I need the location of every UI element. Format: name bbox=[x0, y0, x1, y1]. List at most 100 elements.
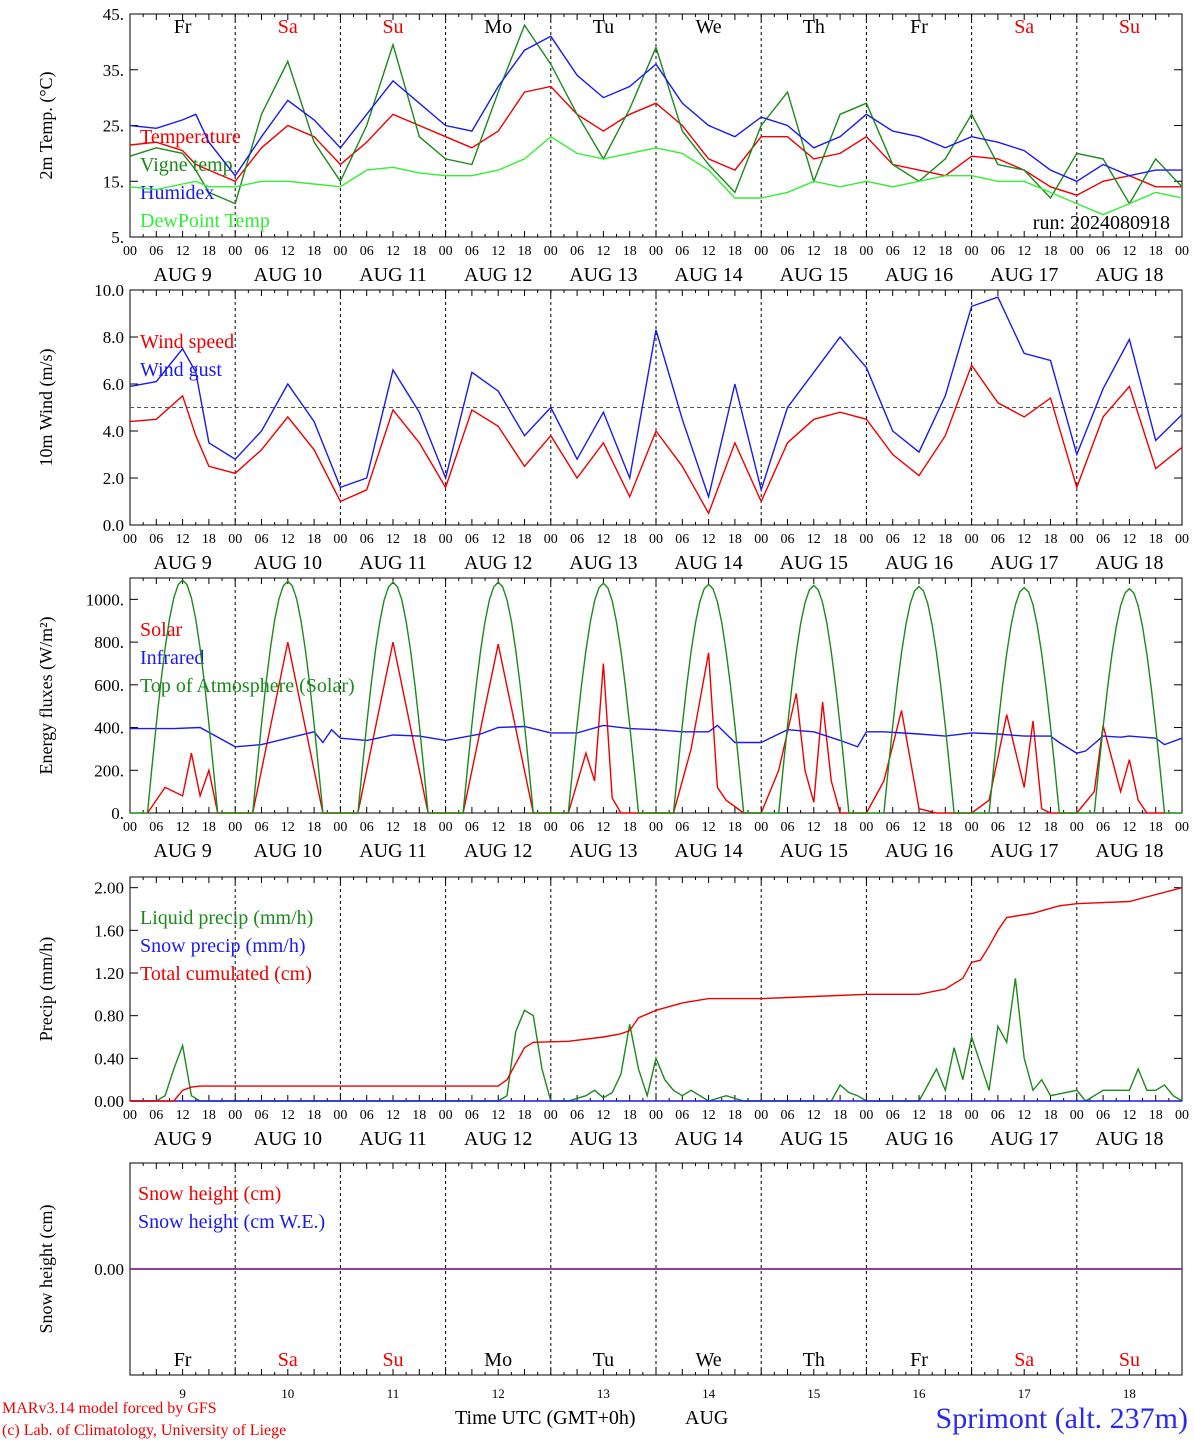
y-tick-label: 800. bbox=[94, 633, 124, 652]
series-line-temperature bbox=[129, 85, 1182, 196]
date-label: AUG 16 bbox=[885, 1128, 953, 1150]
hour-tick-label: 18 bbox=[728, 1108, 742, 1123]
hour-tick-label: 06 bbox=[991, 820, 1005, 835]
hour-tick-label: 06 bbox=[1096, 820, 1110, 835]
weekday-label: Sa bbox=[1014, 1349, 1034, 1371]
weekday-label: Su bbox=[382, 16, 403, 38]
hour-tick-label: 00 bbox=[333, 820, 347, 835]
y-tick-label: 45. bbox=[103, 5, 124, 24]
hour-tick-label: 12 bbox=[386, 1108, 400, 1123]
hour-tick-label: 00 bbox=[1070, 532, 1084, 547]
y-tick-label: 0.40 bbox=[94, 1049, 124, 1068]
hour-tick-label: 00 bbox=[1070, 244, 1084, 259]
lab-credit: (c) Lab. of Climatology, University of L… bbox=[2, 1422, 286, 1439]
date-label: AUG 11 bbox=[359, 840, 427, 862]
x-axis-month: AUG bbox=[685, 1407, 728, 1429]
hour-tick-label: 12 bbox=[912, 244, 926, 259]
hour-tick-label: 00 bbox=[123, 532, 137, 547]
hour-tick-label: 18 bbox=[202, 820, 216, 835]
y-tick-label: 400. bbox=[94, 719, 124, 738]
hour-tick-label: 06 bbox=[781, 244, 795, 259]
hour-tick-label: 12 bbox=[1017, 244, 1031, 259]
hour-tick-label: 06 bbox=[570, 244, 584, 259]
date-label: AUG 15 bbox=[780, 1128, 848, 1150]
hour-tick-label: 12 bbox=[702, 1108, 716, 1123]
hour-tick-label: 12 bbox=[702, 532, 716, 547]
hour-tick-label: 18 bbox=[518, 244, 532, 259]
hour-tick-label: 18 bbox=[412, 820, 426, 835]
hour-tick-label: 06 bbox=[360, 244, 374, 259]
hour-tick-label: 06 bbox=[149, 532, 163, 547]
hour-tick-label: 00 bbox=[1175, 532, 1189, 547]
day-number-label: 14 bbox=[702, 1386, 716, 1401]
hour-tick-label: 12 bbox=[1122, 532, 1136, 547]
y-tick-label: 15. bbox=[103, 172, 124, 191]
hour-tick-label: 18 bbox=[623, 244, 637, 259]
date-label: AUG 16 bbox=[885, 840, 953, 862]
y-tick-label: 6.0 bbox=[103, 375, 124, 394]
run-annotation: run: 2024080918 bbox=[1033, 212, 1170, 234]
legend-entry: Humidex bbox=[140, 182, 214, 204]
hour-tick-label: 06 bbox=[149, 244, 163, 259]
hour-tick-label: 00 bbox=[123, 244, 137, 259]
hour-tick-label: 12 bbox=[1122, 244, 1136, 259]
hour-tick-label: 06 bbox=[886, 244, 900, 259]
legend-entry: DewPoint Temp bbox=[140, 210, 270, 232]
weekday-label: We bbox=[696, 1349, 722, 1371]
hour-tick-label: 12 bbox=[386, 820, 400, 835]
day-number-label: 18 bbox=[1123, 1386, 1136, 1401]
hour-tick-label: 00 bbox=[859, 820, 873, 835]
hour-tick-label: 18 bbox=[307, 532, 321, 547]
hour-tick-label: 00 bbox=[544, 1108, 558, 1123]
hour-tick-label: 12 bbox=[176, 1108, 190, 1123]
hour-tick-label: 18 bbox=[1044, 244, 1058, 259]
date-label: AUG 13 bbox=[569, 264, 637, 286]
hour-tick-label: 06 bbox=[781, 1108, 795, 1123]
hour-tick-label: 06 bbox=[465, 1108, 479, 1123]
legend-entry: Wind gust bbox=[140, 359, 222, 381]
series-line-infrared bbox=[130, 724, 1183, 754]
hour-tick-label: 18 bbox=[307, 1108, 321, 1123]
hour-tick-label: 12 bbox=[491, 244, 505, 259]
hour-tick-label: 18 bbox=[1044, 820, 1058, 835]
date-label: AUG 11 bbox=[359, 1128, 427, 1150]
date-label: AUG 13 bbox=[569, 1128, 637, 1150]
day-number-label: 11 bbox=[387, 1386, 400, 1401]
hour-tick-label: 12 bbox=[596, 532, 610, 547]
legend-entry: Total cumulated (cm) bbox=[140, 963, 312, 985]
date-label: AUG 12 bbox=[464, 264, 532, 286]
hour-tick-label: 00 bbox=[1175, 244, 1189, 259]
hour-tick-label: 18 bbox=[833, 532, 847, 547]
weekday-label: Th bbox=[803, 16, 825, 38]
legend-entry: Top of Atmosphere (Solar) bbox=[140, 675, 355, 697]
hour-tick-label: 00 bbox=[1175, 1108, 1189, 1123]
hour-tick-label: 12 bbox=[596, 820, 610, 835]
hour-tick-label: 06 bbox=[886, 820, 900, 835]
hour-tick-label: 00 bbox=[439, 244, 453, 259]
legend-entry: Snow height (cm) bbox=[138, 1183, 281, 1205]
y-tick-label: 2.0 bbox=[103, 469, 124, 488]
station-name: Sprimont (alt. 237m) bbox=[936, 1402, 1188, 1435]
hour-tick-label: 06 bbox=[360, 532, 374, 547]
legend-entry: Snow precip (mm/h) bbox=[140, 935, 306, 957]
hour-tick-label: 00 bbox=[859, 244, 873, 259]
hour-tick-label: 06 bbox=[360, 820, 374, 835]
hour-tick-label: 18 bbox=[1149, 820, 1163, 835]
hour-tick-label: 06 bbox=[1096, 244, 1110, 259]
date-label: AUG 17 bbox=[990, 840, 1058, 862]
date-label: AUG 16 bbox=[885, 264, 953, 286]
hour-tick-label: 18 bbox=[1149, 1108, 1163, 1123]
chart-panel-temperature: 5. 15. 25. 35. 45. 2m Temp. (°C) Temperature Vi… bbox=[36, 5, 1189, 286]
hour-tick-label: 00 bbox=[228, 532, 242, 547]
hour-tick-label: 12 bbox=[807, 244, 821, 259]
weekday-label: Th bbox=[803, 1349, 825, 1371]
y-tick-label: 4.0 bbox=[103, 422, 124, 441]
hour-tick-label: 06 bbox=[570, 532, 584, 547]
date-label: AUG 14 bbox=[674, 264, 742, 286]
date-label: AUG 10 bbox=[254, 840, 322, 862]
hour-tick-label: 12 bbox=[912, 820, 926, 835]
day-number-label: 9 bbox=[179, 1386, 186, 1401]
hour-tick-label: 06 bbox=[465, 244, 479, 259]
date-label: AUG 10 bbox=[254, 552, 322, 574]
date-label: AUG 14 bbox=[674, 552, 742, 574]
